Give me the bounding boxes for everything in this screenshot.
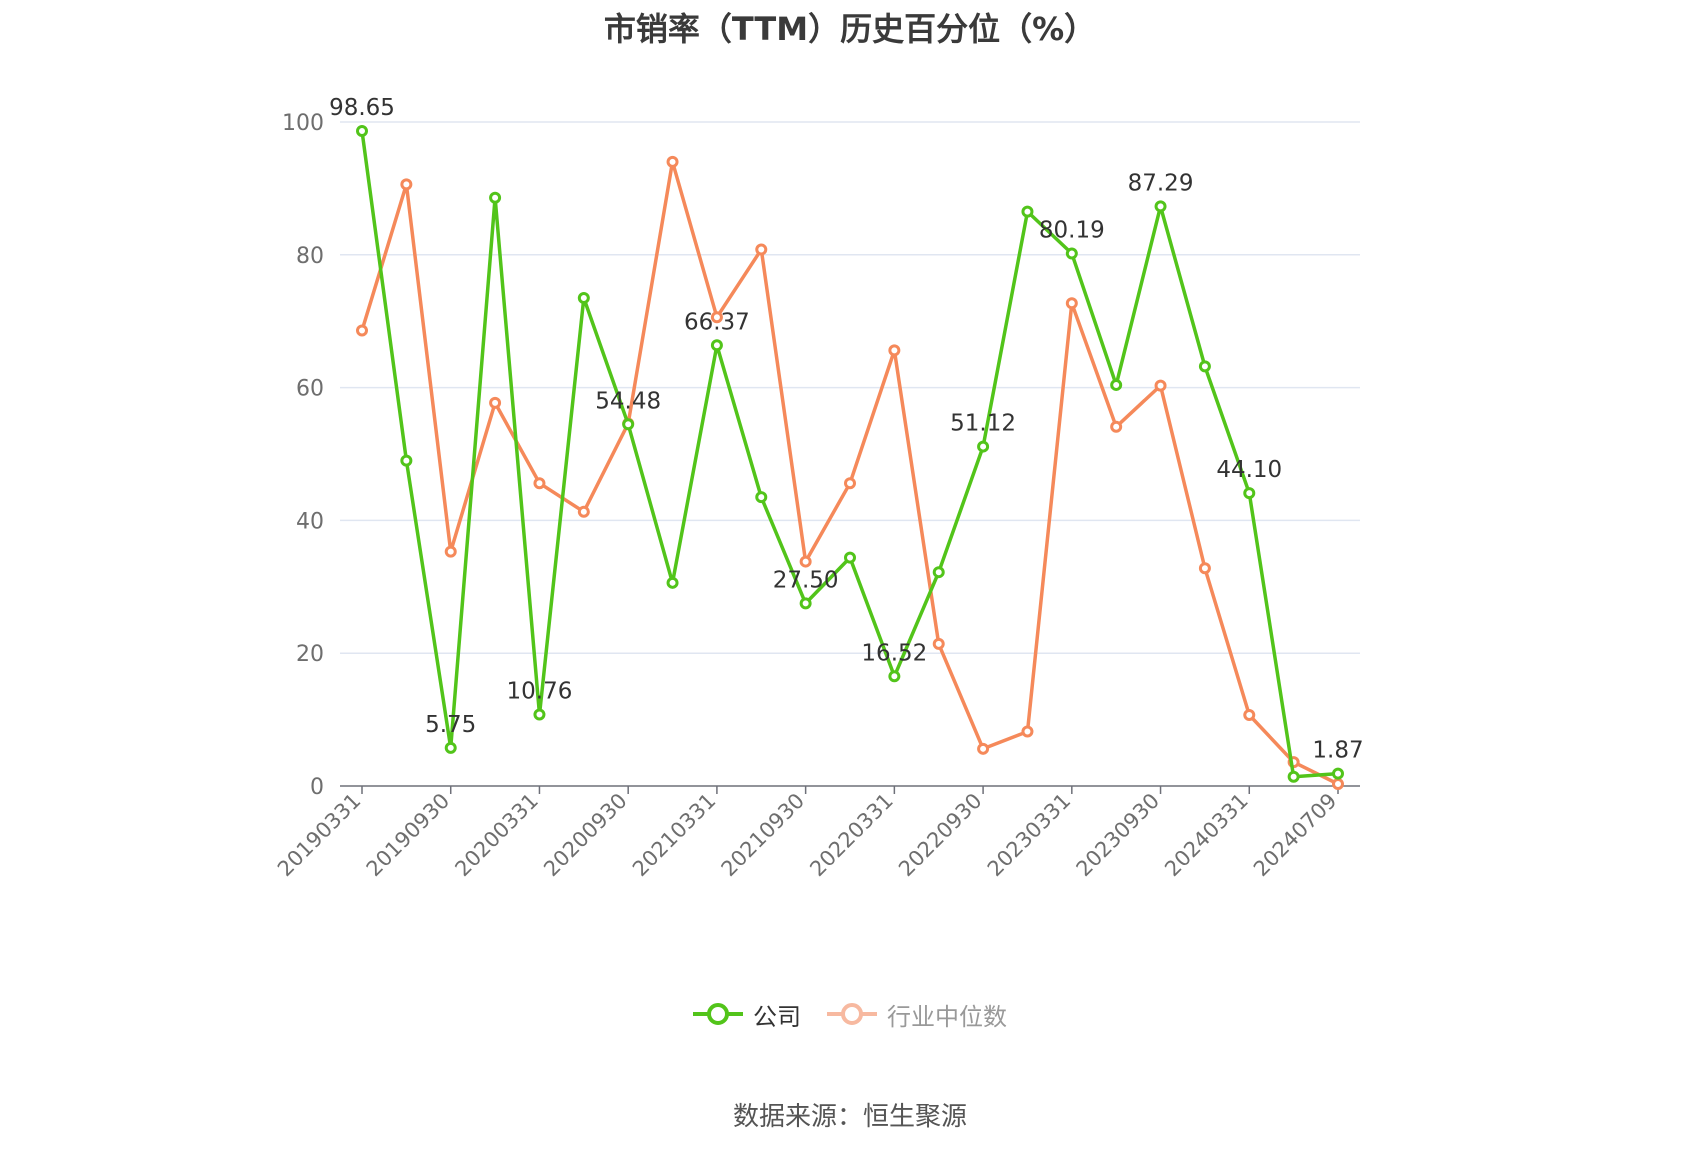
data-point-industry-median xyxy=(666,155,679,168)
legend-item-industry-median[interactable]: 行业中位数 xyxy=(827,997,1007,1032)
x-tick-label: 20190930 xyxy=(362,789,455,882)
data-labels: 98.65 5.75 10.76 54.48 66.37 27.50 16.52 51.12 8… xyxy=(329,95,1364,764)
data-point-company xyxy=(622,418,635,431)
data-point-industry-median xyxy=(444,545,457,558)
x-tick-label: 20240709 xyxy=(1249,789,1342,882)
data-point-industry-median xyxy=(1021,725,1034,738)
data-label: 98.65 xyxy=(329,95,395,121)
x-tick-label: 20230331 xyxy=(983,789,1076,882)
data-point-industry-median xyxy=(799,555,812,568)
data-point-industry-median xyxy=(932,637,945,650)
y-tick-label: 20 xyxy=(296,642,324,667)
x-tick-label: 20210331 xyxy=(628,789,721,882)
data-point-industry-median xyxy=(710,311,723,324)
data-point-industry-median xyxy=(755,243,768,256)
data-point-company xyxy=(1021,205,1034,218)
data-point-industry-median xyxy=(1110,420,1123,433)
x-tick-label: 20240331 xyxy=(1160,789,1253,882)
data-label: 1.87 xyxy=(1312,738,1363,764)
data-point-company xyxy=(1332,767,1344,780)
legend-industry-circle xyxy=(841,1003,863,1025)
data-point-industry-median xyxy=(888,344,901,357)
data-label: 66.37 xyxy=(684,309,750,335)
data-point-industry-median xyxy=(533,477,546,490)
data-label: 44.10 xyxy=(1216,457,1282,483)
data-label: 51.12 xyxy=(950,411,1016,437)
data-source: 数据来源：恒生聚源 xyxy=(732,1102,967,1132)
x-tick-label: 20220331 xyxy=(805,789,898,882)
legend-industry-marker-icon xyxy=(827,1003,877,1025)
data-point-industry-median xyxy=(489,396,502,409)
data-point-industry-median xyxy=(1065,297,1078,310)
x-tick-label: 20230930 xyxy=(1072,789,1165,882)
legend-company-marker-icon xyxy=(693,1003,743,1025)
data-point-industry-median xyxy=(1198,562,1211,575)
legend-item-company[interactable]: 公司 xyxy=(693,997,801,1032)
data-label: 10.76 xyxy=(507,679,573,705)
legend-label-industry-median: 行业中位数 xyxy=(887,1002,1007,1031)
data-point-company xyxy=(666,576,679,589)
y-tick-label: 0 xyxy=(310,775,324,800)
x-tick-label: 20190331 xyxy=(273,789,366,882)
y-tick-label: 60 xyxy=(296,377,324,402)
data-point-company xyxy=(533,708,546,721)
legend: 公司 行业中位数 xyxy=(0,996,1700,1032)
data-point-company xyxy=(1154,200,1167,213)
data-point-company xyxy=(799,597,812,610)
y-tick-label: 80 xyxy=(296,244,324,269)
data-point-company xyxy=(844,551,856,564)
data-point-industry-median xyxy=(356,324,368,337)
data-label: 27.50 xyxy=(773,567,839,593)
series-lines xyxy=(356,124,1344,791)
legend-label-company: 公司 xyxy=(753,1002,801,1031)
data-label: 16.52 xyxy=(861,640,927,666)
data-point-company xyxy=(888,670,901,683)
data-point-company xyxy=(356,124,368,137)
y-tick-label: 100 xyxy=(282,111,324,136)
y-tick-label: 40 xyxy=(296,509,324,534)
data-label: 5.75 xyxy=(425,712,476,738)
x-tick-label: 20200331 xyxy=(450,789,543,882)
data-point-company xyxy=(1243,487,1256,500)
chart-title: 市销率（TTM）历史百分位（%） xyxy=(603,10,1097,48)
data-point-industry-median xyxy=(577,505,590,518)
data-point-company xyxy=(932,566,945,579)
data-point-company xyxy=(489,191,502,204)
data-point-company xyxy=(444,741,457,754)
data-point-company xyxy=(1110,378,1123,391)
x-tick-label: 20210930 xyxy=(717,789,810,882)
x-tick-label: 20200930 xyxy=(539,789,632,882)
data-point-industry-median xyxy=(1154,379,1167,392)
data-point-industry-median xyxy=(844,477,856,490)
data-point-company xyxy=(1065,247,1078,260)
legend-company-circle xyxy=(707,1003,729,1025)
data-point-company xyxy=(755,491,768,504)
data-label: 54.48 xyxy=(595,388,661,414)
data-point-company xyxy=(1198,360,1211,373)
data-point-company xyxy=(400,454,413,467)
x-tick-label: 20220930 xyxy=(894,789,987,882)
data-point-company xyxy=(710,339,723,352)
data-point-company xyxy=(577,291,590,304)
data-point-company xyxy=(977,440,990,453)
data-point-industry-median xyxy=(1332,778,1344,791)
data-point-industry-median xyxy=(400,178,413,191)
data-label: 87.29 xyxy=(1128,170,1194,196)
data-point-industry-median xyxy=(977,742,990,755)
axes: 0 20 40 60 80 100 2019033120190930202003312020… xyxy=(273,111,1360,881)
data-point-company xyxy=(1287,770,1300,783)
data-point-industry-median xyxy=(1243,708,1256,721)
data-label: 80.19 xyxy=(1039,218,1105,244)
